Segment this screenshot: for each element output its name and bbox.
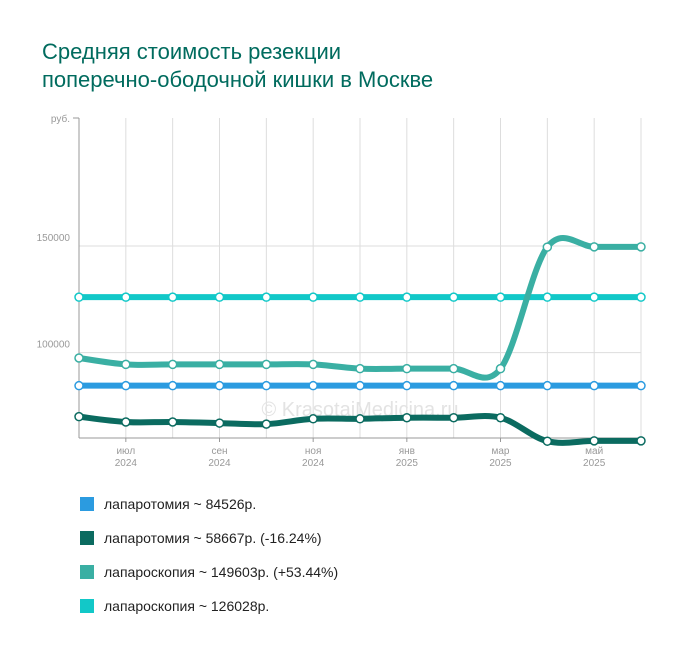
data-point-1-5 <box>308 414 318 424</box>
legend-item: лапароскопия ~ 149603р. (+53.44%) <box>80 555 640 589</box>
data-point-3-3 <box>214 292 225 302</box>
y-tick-label: 100000 <box>37 340 71 351</box>
data-point-2-10 <box>542 242 553 252</box>
data-point-0-5 <box>308 380 318 391</box>
chart-tick-labels: 100000150000руб.июл2024сен2024ноя2024янв… <box>37 113 606 469</box>
legend-label: лапаротомия ~ 58667р. (-16.24%) <box>104 530 322 546</box>
data-point-1-1 <box>121 417 131 427</box>
data-point-1-7 <box>402 412 412 423</box>
data-point-3-0 <box>74 292 84 302</box>
legend-item: лапаротомия ~ 58667р. (-16.24%) <box>80 521 640 555</box>
x-tick-year: 2025 <box>396 458 419 469</box>
data-point-3-8 <box>448 292 459 302</box>
line-chart: © KrasotaiMedicina.ru 100000150000руб.ию… <box>37 113 646 469</box>
legend-swatch <box>80 599 94 613</box>
data-point-1-0 <box>74 411 84 422</box>
data-point-0-9 <box>495 380 506 391</box>
x-tick-year: 2025 <box>583 458 606 469</box>
x-tick-year: 2024 <box>208 458 231 469</box>
data-point-2-1 <box>121 359 131 370</box>
chart-title-line-2: поперечно-ободочной кишки в Москве <box>42 67 434 92</box>
data-point-1-6 <box>355 414 365 424</box>
data-point-3-5 <box>308 292 318 302</box>
legend-swatch <box>80 497 94 511</box>
data-point-3-10 <box>542 292 553 302</box>
data-point-1-12 <box>636 436 646 446</box>
data-point-2-0 <box>74 353 84 363</box>
x-tick-year: 2025 <box>489 458 512 469</box>
chart-axes <box>73 117 641 442</box>
data-point-0-0 <box>74 380 84 391</box>
data-point-3-2 <box>167 292 178 302</box>
data-point-1-3 <box>214 418 225 428</box>
x-tick-month: сен <box>211 446 227 457</box>
chart-title-line-1: Средняя стоимость резекции <box>42 39 342 64</box>
data-point-1-8 <box>448 412 459 423</box>
legend-swatch <box>80 565 94 579</box>
legend-item: лапаротомия ~ 84526р. <box>80 487 640 521</box>
x-tick-month: янв <box>399 446 415 457</box>
x-tick-month: май <box>585 446 603 457</box>
data-point-1-2 <box>167 417 178 427</box>
chart-title: Средняя стоимость резекции поперечно-обо… <box>42 38 662 94</box>
x-tick-year: 2024 <box>115 458 138 469</box>
data-point-2-3 <box>214 359 225 370</box>
data-point-2-4 <box>261 359 272 370</box>
data-point-2-11 <box>589 242 599 252</box>
data-point-2-6 <box>355 363 365 374</box>
legend-item: лапароскопия ~ 126028р. <box>80 589 640 623</box>
data-point-0-4 <box>261 380 272 391</box>
data-point-3-7 <box>402 292 412 302</box>
data-point-1-9 <box>495 412 506 423</box>
data-point-0-10 <box>542 380 553 391</box>
data-point-2-8 <box>448 363 459 374</box>
data-point-0-8 <box>448 380 459 391</box>
legend-swatch <box>80 531 94 545</box>
data-point-1-11 <box>589 436 599 446</box>
data-point-3-9 <box>495 292 506 302</box>
data-point-2-2 <box>167 359 178 370</box>
y-tick-label: 150000 <box>37 233 71 244</box>
x-tick-month: июл <box>116 446 135 457</box>
data-point-1-10 <box>542 436 553 446</box>
legend-label: лапароскопия ~ 149603р. (+53.44%) <box>104 564 339 580</box>
data-point-0-3 <box>214 380 225 391</box>
data-point-3-11 <box>589 292 599 302</box>
x-tick-year: 2024 <box>302 458 325 469</box>
data-point-2-9 <box>495 363 506 374</box>
x-tick-month: мар <box>492 446 510 457</box>
data-point-0-12 <box>636 380 646 391</box>
data-point-2-7 <box>402 363 412 374</box>
legend-label: лапаротомия ~ 84526р. <box>104 496 257 512</box>
data-point-0-6 <box>355 380 365 391</box>
data-point-3-4 <box>261 292 272 302</box>
data-point-1-4 <box>261 419 272 429</box>
data-point-0-2 <box>167 380 178 391</box>
data-point-3-12 <box>636 292 646 302</box>
chart-legend: лапаротомия ~ 84526р. лапаротомия ~ 58667… <box>80 487 640 623</box>
data-point-2-12 <box>636 242 646 252</box>
x-tick-month: ноя <box>305 446 322 457</box>
data-point-0-7 <box>402 380 412 391</box>
data-point-0-1 <box>121 380 131 391</box>
data-point-3-6 <box>355 292 365 302</box>
legend-label: лапароскопия ~ 126028р. <box>104 598 270 614</box>
chart-points <box>74 242 646 446</box>
data-point-0-11 <box>589 380 599 391</box>
data-point-2-5 <box>308 359 318 370</box>
y-unit-label: руб. <box>51 113 70 125</box>
data-point-3-1 <box>121 292 131 302</box>
